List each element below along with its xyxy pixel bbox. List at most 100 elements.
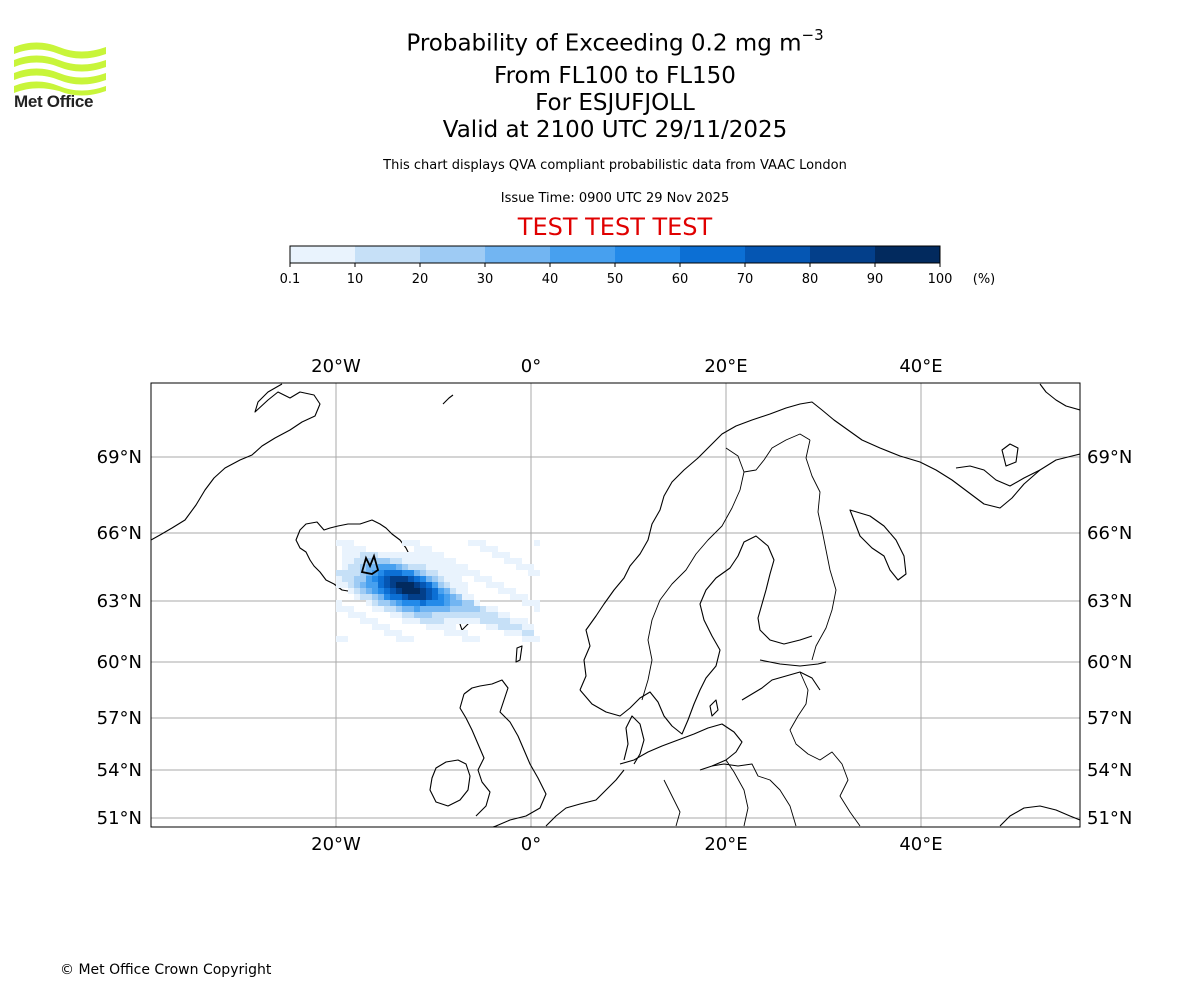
probability-cell — [504, 630, 510, 636]
probability-cell — [402, 600, 408, 606]
probability-cell — [456, 576, 462, 582]
probability-cell — [456, 606, 462, 612]
latitude-label-right: 66°N — [1087, 523, 1132, 544]
probability-cell — [372, 600, 378, 606]
probability-cell — [408, 600, 414, 606]
probability-cell — [528, 600, 534, 606]
probability-cell — [498, 588, 504, 594]
coastline-netherlands — [545, 769, 625, 827]
probability-cell — [396, 564, 402, 570]
colorbar-tick-label: 60 — [672, 272, 689, 287]
probability-cell — [432, 552, 438, 558]
probability-cell — [414, 600, 420, 606]
probability-cell — [438, 582, 444, 588]
probability-cell — [474, 570, 480, 576]
probability-cell — [432, 612, 438, 618]
probability-cell — [450, 624, 456, 630]
probability-cell — [534, 540, 540, 546]
probability-cell — [348, 582, 354, 588]
latitude-label-left: 69°N — [97, 447, 142, 468]
colorbar-tick-label: 90 — [867, 272, 884, 287]
latitude-label-right: 69°N — [1087, 447, 1132, 468]
probability-cell — [402, 606, 408, 612]
probability-cell — [414, 618, 420, 624]
colorbar-segment — [290, 246, 356, 263]
probability-cell — [366, 600, 372, 606]
probability-cell — [348, 546, 354, 552]
probability-cell — [378, 588, 384, 594]
probability-cell — [510, 558, 516, 564]
probability-cell — [342, 576, 348, 582]
coastline-novaya-zemlya — [1039, 383, 1080, 411]
probability-cell — [516, 624, 522, 630]
latitude-label-left: 57°N — [97, 708, 142, 729]
probability-cell — [474, 636, 480, 642]
border-norway-sweden — [641, 447, 745, 701]
probability-cell — [408, 612, 414, 618]
probability-cell — [384, 564, 390, 570]
probability-cell — [486, 618, 492, 624]
probability-cell — [384, 552, 390, 558]
flight-level-range: From FL100 to FL150 — [494, 63, 736, 89]
met-office-logo — [14, 42, 106, 96]
probability-cell — [432, 600, 438, 606]
probability-cell — [504, 552, 510, 558]
probability-cell — [414, 570, 420, 576]
probability-cell — [450, 630, 456, 636]
probability-cell — [408, 552, 414, 558]
probability-cell — [438, 594, 444, 600]
probability-cell — [492, 618, 498, 624]
probability-cell — [396, 576, 402, 582]
probability-cell — [408, 636, 414, 642]
latitude-label-right: 63°N — [1087, 591, 1132, 612]
probability-cell — [522, 564, 528, 570]
issue-time: Issue Time: 0900 UTC 29 Nov 2025 — [500, 191, 730, 206]
probability-cell — [444, 606, 450, 612]
probability-cell — [348, 540, 354, 546]
latitude-label-right: 57°N — [1087, 708, 1132, 729]
probability-cell — [408, 618, 414, 624]
probability-cell — [396, 558, 402, 564]
probability-cell — [510, 618, 516, 624]
probability-cell — [372, 552, 378, 558]
probability-cell — [402, 636, 408, 642]
border-finland-russia — [805, 439, 837, 661]
probability-cell — [384, 582, 390, 588]
probability-cell — [456, 564, 462, 570]
probability-cell — [492, 624, 498, 630]
volcano-marker-outline — [360, 553, 380, 575]
probability-cell — [534, 636, 540, 642]
probability-cell — [402, 588, 408, 594]
probability-cell — [348, 606, 354, 612]
probability-cell — [498, 618, 504, 624]
probability-cell — [342, 582, 348, 588]
probability-cell — [516, 618, 522, 624]
probability-cell — [444, 624, 450, 630]
probability-cell — [372, 588, 378, 594]
probability-cell — [516, 630, 522, 636]
probability-cell — [378, 570, 384, 576]
probability-cell — [462, 588, 468, 594]
longitude-label-top: 40°E — [899, 356, 942, 377]
probability-cell — [378, 558, 384, 564]
probability-cell — [468, 570, 474, 576]
probability-cell — [486, 576, 492, 582]
probability-cell — [372, 606, 378, 612]
latitude-label-right: 60°N — [1087, 652, 1132, 673]
coastline-baltic-south — [619, 723, 743, 771]
colorbar-segment — [745, 246, 811, 263]
probability-cell — [408, 576, 414, 582]
probability-cell — [354, 564, 360, 570]
probability-cell — [348, 564, 354, 570]
colorbar-tick-label: 50 — [607, 272, 624, 287]
probability-cell — [462, 600, 468, 606]
probability-cell — [354, 588, 360, 594]
probability-cell — [486, 624, 492, 630]
probability-cell — [378, 606, 384, 612]
probability-cell — [342, 636, 348, 642]
probability-cell — [366, 552, 372, 558]
probability-cell — [462, 594, 468, 600]
probability-cell — [480, 540, 486, 546]
colorbar-segment — [680, 246, 746, 263]
probability-cell — [420, 570, 426, 576]
